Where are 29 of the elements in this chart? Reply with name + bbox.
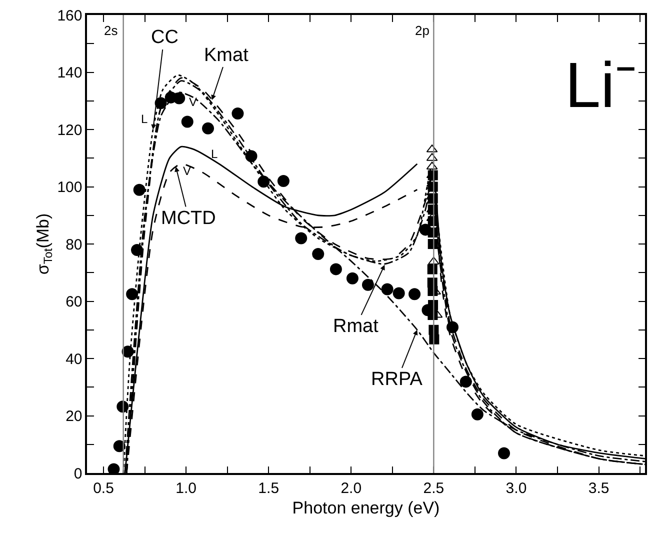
annotation: L	[141, 112, 148, 126]
ref-line-label: 2s	[104, 23, 118, 38]
x-tick-label: 1.5	[258, 480, 280, 497]
ref-line-label: 2p	[415, 23, 430, 38]
annotation: L	[211, 147, 218, 161]
y-tick-label: 60	[66, 294, 82, 310]
annotation: V	[183, 164, 192, 178]
x-tick-label: 0.5	[93, 480, 114, 497]
y-tick-label: 120	[57, 122, 82, 139]
x-tick-label: 3.5	[588, 480, 610, 497]
y-tick-label: 160	[57, 7, 82, 24]
x-tick-label: 2.5	[423, 480, 444, 497]
annotation: V	[189, 95, 198, 109]
x-axis-title: Photon energy (eV)	[292, 498, 440, 518]
y-tick-label: 40	[66, 350, 82, 368]
y-tick-label: 80	[66, 236, 82, 254]
y-tick-label: 20	[66, 408, 82, 425]
annotation: CC	[151, 27, 178, 48]
annotation: MCTD	[161, 208, 216, 229]
y-tick-label: 140	[57, 64, 82, 82]
x-tick-label: 2.0	[340, 480, 362, 497]
annotation: Li⁻	[565, 49, 637, 121]
x-tick-label: 3.0	[506, 480, 527, 497]
y-tick-label: 100	[57, 179, 82, 196]
annotation: RRPA	[371, 369, 423, 390]
annotation: Rmat	[333, 316, 380, 337]
y-tick-label: 0	[74, 465, 82, 482]
x-tick-label: 1.0	[176, 480, 196, 497]
annotation: Kmat	[204, 45, 250, 66]
